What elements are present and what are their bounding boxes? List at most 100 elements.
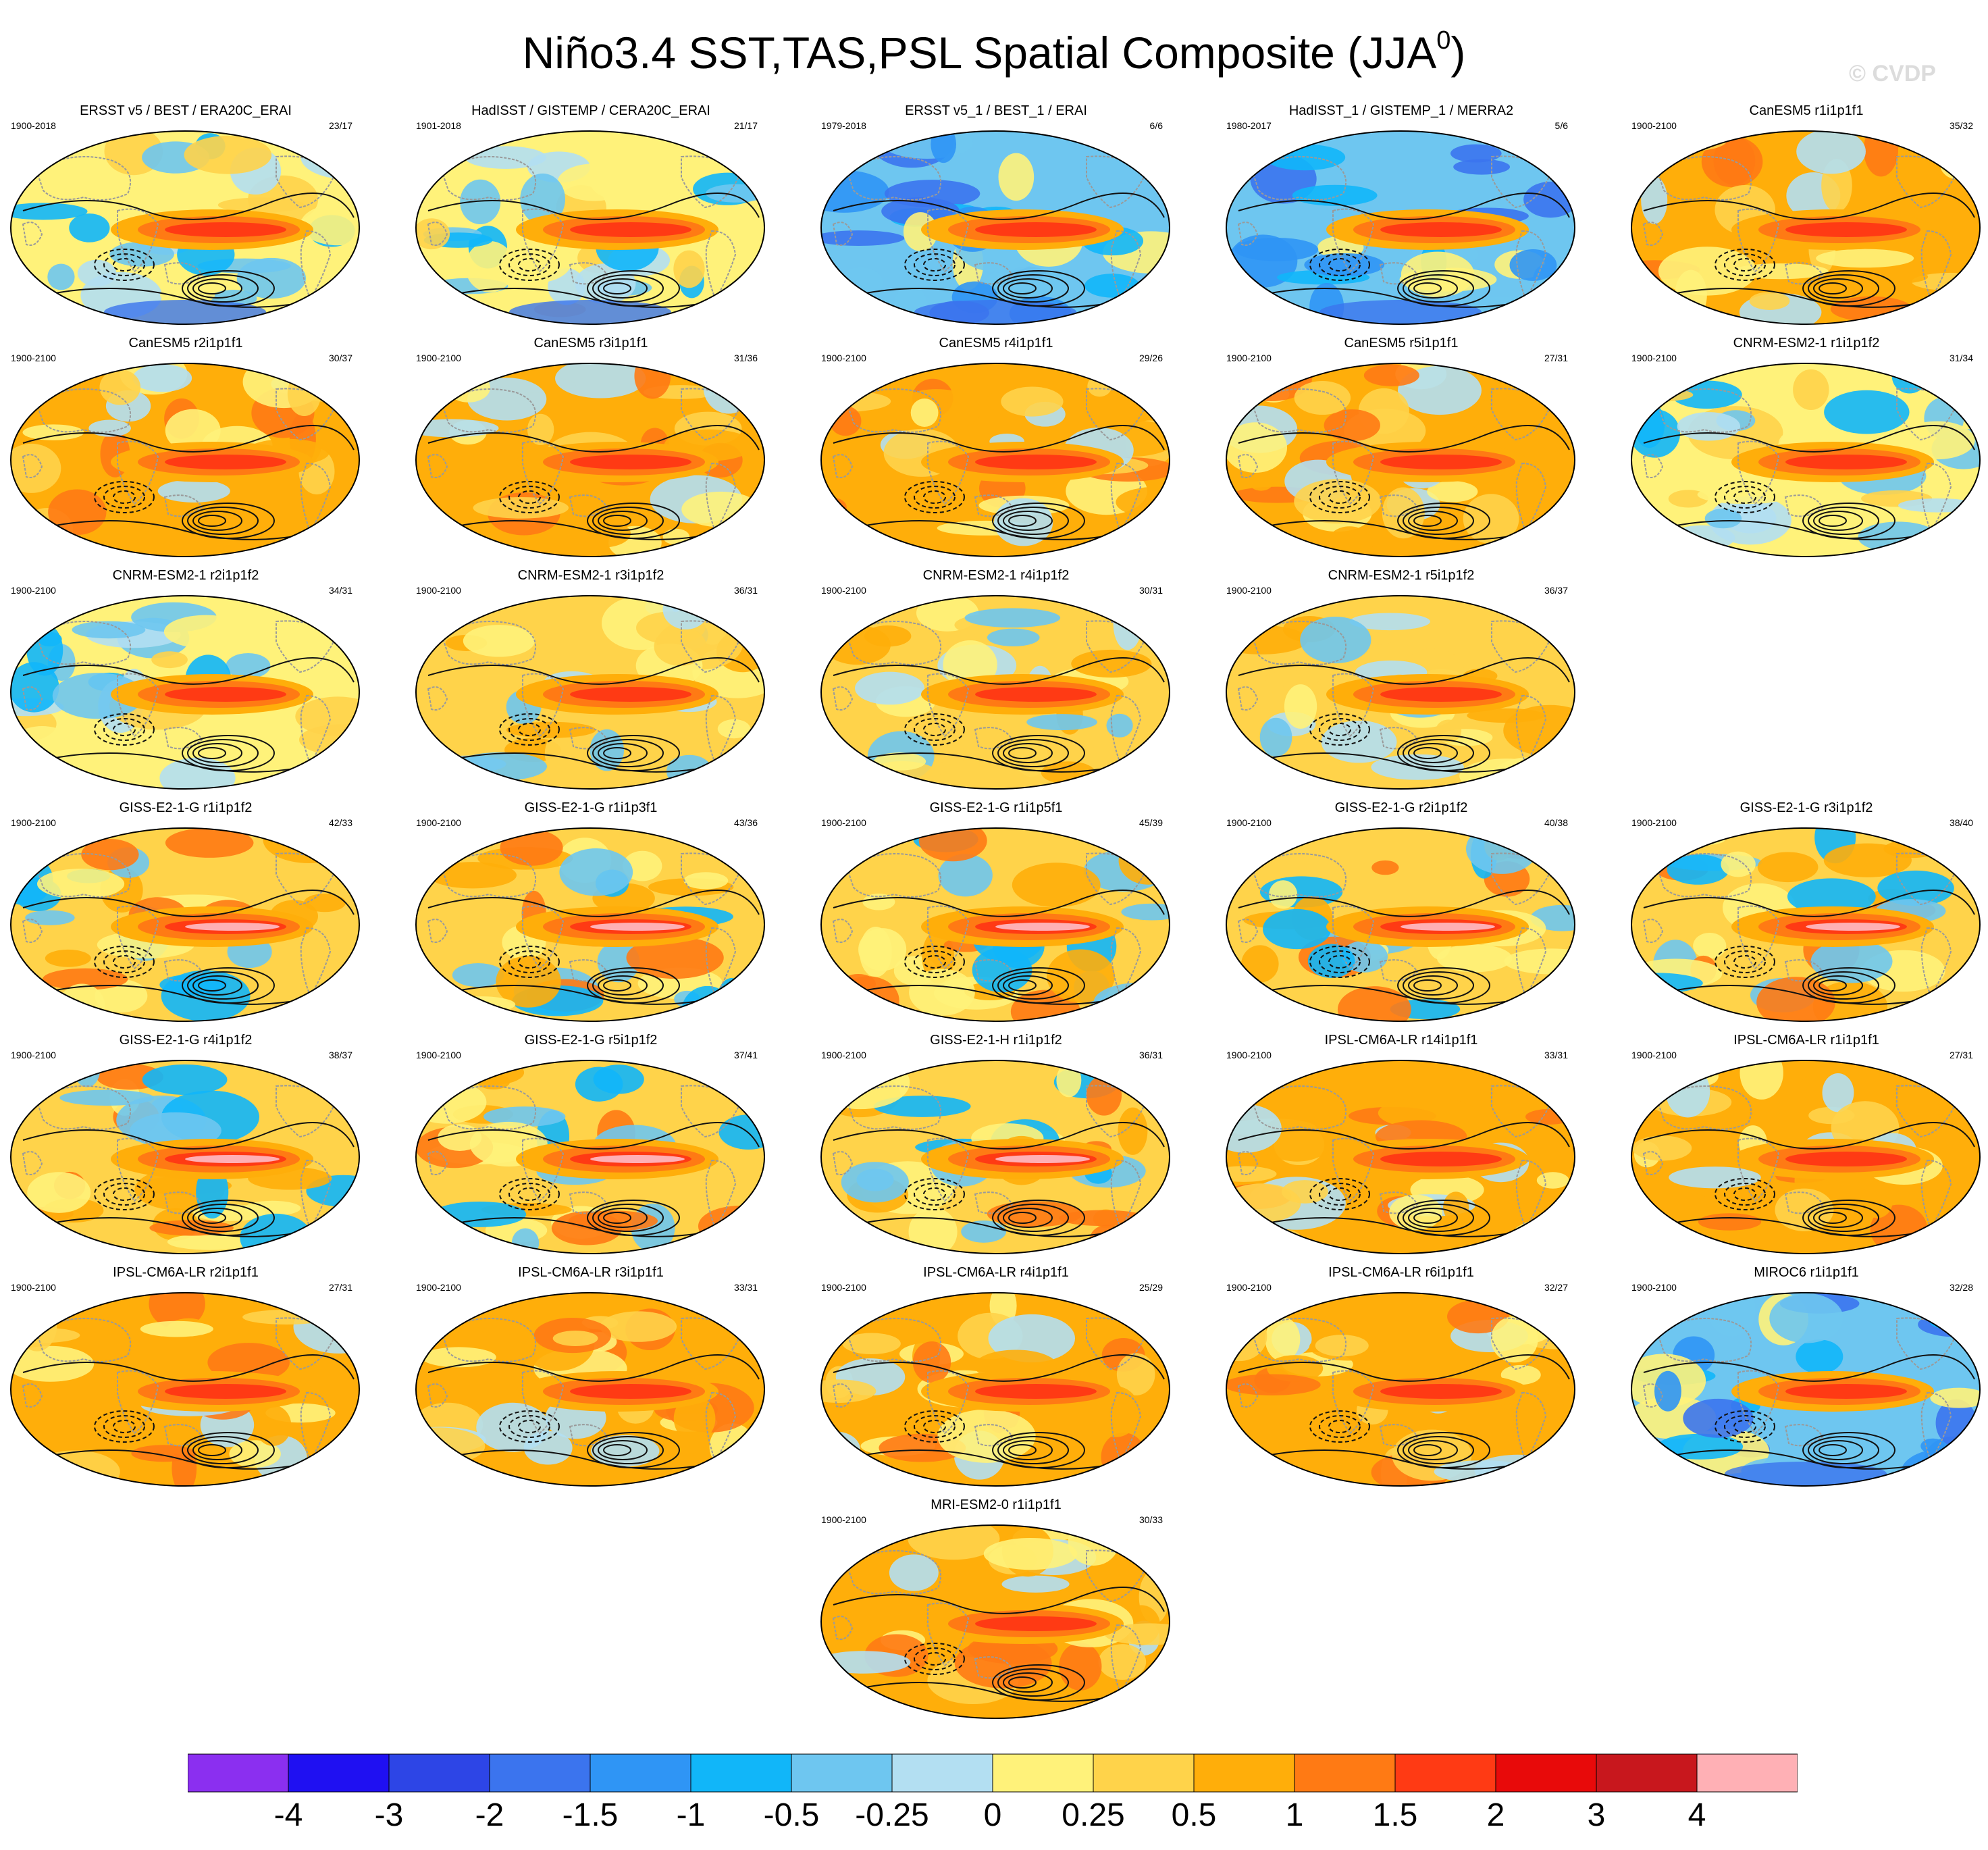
coastline bbox=[1332, 1137, 1375, 1202]
coastline bbox=[522, 440, 565, 505]
panel-event-count: 43/36 bbox=[733, 817, 758, 828]
psl-contour-positive bbox=[1008, 1212, 1037, 1224]
coastline bbox=[440, 1085, 536, 1130]
psl-contour-zero bbox=[22, 657, 355, 685]
psl-contour-zero bbox=[833, 192, 1165, 220]
anomaly-patch bbox=[964, 608, 1061, 628]
coastline bbox=[1920, 1391, 1952, 1462]
coastline bbox=[927, 208, 970, 273]
colorbar-labels: -4 -3 -2 -1.5 -1 -0.5 -0.25 0 0.25 0.5 1 1.5 2 3 4 bbox=[0, 1797, 1988, 1837]
psl-contour-positive bbox=[1403, 971, 1474, 1000]
anomaly-patch bbox=[703, 363, 754, 414]
anomaly-patch bbox=[1490, 1316, 1538, 1363]
map-panel: GISS-E2-1-G r5i1p1f2 1900-2100 37/41 bbox=[412, 1032, 770, 1256]
coastline bbox=[522, 208, 565, 273]
enso-warm-core bbox=[975, 222, 1097, 237]
enso-warm-core bbox=[165, 1384, 286, 1399]
coastline bbox=[974, 1191, 1014, 1214]
coastline bbox=[1920, 927, 1952, 998]
anomaly-map bbox=[1631, 130, 1981, 325]
coastline bbox=[1237, 1151, 1259, 1175]
anomaly-patch bbox=[88, 419, 131, 437]
anomaly-patch bbox=[987, 628, 1040, 647]
map-panel: GISS-E2-1-G r1i1p1f2 1900-2100 42/33 bbox=[7, 800, 365, 1024]
anomaly-patch bbox=[1389, 1194, 1442, 1231]
psl-contour-negative bbox=[914, 718, 956, 741]
colorbar bbox=[188, 1753, 1798, 1793]
anomaly-patch bbox=[11, 1345, 95, 1382]
psl-contour-negative bbox=[923, 1652, 946, 1666]
panel-event-count: 33/31 bbox=[1544, 1050, 1568, 1060]
anomaly-patch bbox=[717, 719, 751, 739]
anomaly-patch bbox=[889, 1554, 939, 1591]
anomaly-patch bbox=[983, 1537, 1078, 1570]
psl-contour-zero bbox=[833, 657, 1165, 685]
coastline bbox=[845, 388, 941, 433]
psl-contour-positive bbox=[187, 1204, 259, 1232]
colorbar-box bbox=[1294, 1753, 1396, 1793]
anomaly-patch bbox=[1304, 253, 1385, 277]
panel-event-count: 30/31 bbox=[1139, 585, 1163, 596]
anomaly-patch bbox=[1453, 159, 1511, 175]
anomaly-patch bbox=[438, 1124, 482, 1152]
anomaly-patch bbox=[683, 872, 729, 890]
anomaly-patch bbox=[1307, 944, 1355, 978]
anomaly-patch bbox=[432, 1201, 527, 1227]
map-border bbox=[10, 130, 360, 325]
coastline bbox=[927, 673, 970, 738]
psl-contour-zero bbox=[1643, 1122, 1975, 1150]
coastline bbox=[569, 262, 608, 285]
enso-peak-core bbox=[1401, 923, 1495, 931]
anomaly-patch bbox=[1266, 1229, 1303, 1254]
map-border bbox=[415, 130, 765, 325]
anomaly-patch bbox=[873, 752, 926, 771]
coastline bbox=[1737, 208, 1780, 273]
coastline bbox=[440, 156, 536, 201]
map-border bbox=[10, 363, 360, 557]
coastline bbox=[440, 1318, 536, 1362]
psl-contour-zero bbox=[22, 1122, 355, 1150]
anomaly-patch bbox=[1265, 670, 1321, 688]
coastline bbox=[427, 222, 448, 246]
anomaly-patch bbox=[1697, 485, 1793, 505]
anomaly-patch bbox=[673, 1395, 716, 1442]
anomaly-patch bbox=[1642, 832, 1726, 847]
enso-warm-core bbox=[975, 455, 1097, 469]
anomaly-patch bbox=[1536, 1172, 1569, 1189]
psl-contour-zero bbox=[1238, 657, 1570, 685]
panel-event-count: 34/31 bbox=[328, 585, 352, 596]
anomaly-patch bbox=[1793, 369, 1829, 411]
map-panel: GISS-E2-1-G r3i1p1f2 1900-2100 38/40 bbox=[1627, 800, 1985, 1024]
panel-event-count: 42/33 bbox=[328, 817, 352, 828]
coastline bbox=[300, 462, 332, 533]
anomaly-patch bbox=[1284, 684, 1317, 729]
psl-contour-positive bbox=[198, 1444, 226, 1456]
coastline bbox=[974, 727, 1014, 750]
map-border bbox=[1631, 1292, 1981, 1487]
map-panel: MRI-ESM2-0 r1i1p1f1 1900-2100 30/33 bbox=[817, 1497, 1175, 1721]
enso-warm-core bbox=[570, 687, 691, 702]
coastline bbox=[1237, 1383, 1259, 1408]
panel-title: IPSL-CM6A-LR r2i1p1f1 bbox=[113, 1265, 259, 1280]
map-border bbox=[1226, 130, 1575, 325]
psl-contour-positive bbox=[1413, 747, 1442, 759]
coastline bbox=[1642, 1151, 1664, 1175]
enso-warm-core bbox=[975, 1616, 1097, 1631]
psl-contour-positive bbox=[1819, 515, 1847, 527]
anomaly-patch bbox=[1398, 365, 1482, 415]
coastline bbox=[705, 1391, 737, 1462]
map-panel: CNRM-ESM2-1 r3i1p1f2 1900-2100 36/31 bbox=[412, 567, 770, 792]
coastline bbox=[1251, 621, 1346, 665]
psl-contour-positive bbox=[1403, 507, 1474, 535]
anomaly-patch bbox=[1101, 1433, 1147, 1482]
enso-warm-core bbox=[975, 687, 1097, 702]
panel-years: 1900-2100 bbox=[11, 817, 56, 828]
psl-contour-positive bbox=[1808, 507, 1879, 535]
psl-contour-negative bbox=[1733, 258, 1756, 272]
anomaly-map bbox=[10, 827, 360, 1022]
colorbar-tick-label: 0.25 bbox=[1062, 1797, 1125, 1833]
panel-event-count: 31/36 bbox=[733, 353, 758, 363]
anomaly-patch bbox=[1509, 249, 1557, 281]
anomaly-map bbox=[820, 363, 1170, 557]
panel-years: 1900-2100 bbox=[1631, 120, 1677, 131]
